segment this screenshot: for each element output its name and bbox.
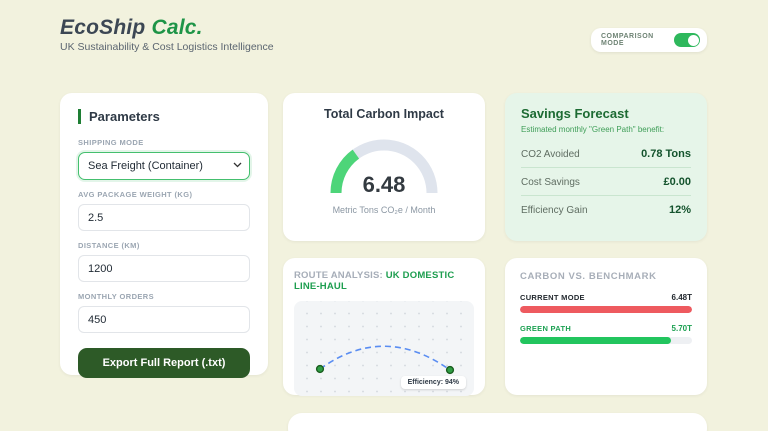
savings-forecast-card: Savings Forecast Estimated monthly "Gree… [505,93,707,241]
benchmark-title: CARBON VS. BENCHMARK [520,271,657,282]
green-path-bar [520,337,672,344]
app-title-accent: Calc. [145,16,203,39]
current-mode-label: CURRENT MODE [520,293,585,302]
monthly-orders-input[interactable] [78,306,250,333]
app-title: EcoShip Calc. [60,16,203,40]
efficiency-badge: Efficiency: 94% [400,376,466,389]
route-analysis-title: ROUTE ANALYSIS: UK DOMESTIC LINE-HAUL [294,270,474,292]
distance-input[interactable] [78,255,250,282]
shipping-mode-select-wrap: Sea Freight (Container) [78,152,250,180]
savings-row-cost: Cost Savings £0.00 [521,168,691,196]
parameters-heading: Parameters [78,109,250,124]
benchmark-row-current: CURRENT MODE 6.48T [520,293,692,313]
current-mode-bar [520,306,692,313]
benchmark-card: CARBON VS. BENCHMARK CURRENT MODE 6.48T … [505,258,707,395]
distance-label: DISTANCE (KM) [78,241,140,250]
app-title-primary: EcoShip [60,16,146,39]
carbon-gauge: 6.48 [326,135,442,197]
co2-avoided-value: 0.78 Tons [641,148,691,160]
package-weight-input[interactable] [78,204,250,231]
app-subtitle: UK Sustainability & Cost Logistics Intel… [60,41,274,53]
green-path-value: 5.70T [671,324,692,333]
green-path-bar-track [520,337,692,344]
carbon-impact-title: Total Carbon Impact [324,107,444,121]
route-title-value: UK DOMESTIC LINE-HAUL [294,270,455,292]
efficiency-gain-value: 12% [668,204,691,216]
savings-title: Savings Forecast [521,106,629,121]
carbon-value: 6.48 [362,172,406,197]
comparison-mode-toggle[interactable]: COMPARISON MODE [591,28,707,52]
carbon-unit: Metric Tons CO₂e / Month [332,205,436,215]
savings-row-efficiency: Efficiency Gain 12% [521,196,691,223]
savings-row-co2: CO2 Avoided 0.78 Tons [521,140,691,168]
toggle-knob [687,34,699,46]
green-path-label: GREEN PATH [520,324,572,333]
savings-subtitle: Estimated monthly "Green Path" benefit: [521,125,665,134]
cost-savings-label: Cost Savings [521,176,580,188]
bottom-card [288,413,707,431]
carbon-impact-card: Total Carbon Impact 6.48 Metric Tons CO₂… [283,93,485,241]
route-title-prefix: ROUTE ANALYSIS: [294,270,386,281]
route-curve-icon [315,345,455,375]
comparison-mode-label: COMPARISON MODE [601,33,654,47]
package-weight-label: AVG PACKAGE WEIGHT (KG) [78,190,193,199]
toggle-switch-icon[interactable] [674,33,700,47]
route-analysis-card: ROUTE ANALYSIS: UK DOMESTIC LINE-HAUL Ef… [283,258,485,396]
export-report-button[interactable]: Export Full Report (.txt) [78,348,250,378]
current-mode-value: 6.48T [671,293,692,302]
efficiency-gain-label: Efficiency Gain [521,204,588,216]
benchmark-row-green: GREEN PATH 5.70T [520,324,692,344]
cost-savings-value: £0.00 [663,176,691,188]
co2-avoided-label: CO2 Avoided [521,148,580,160]
current-mode-bar-track [520,306,692,313]
gauge-arc-icon [330,139,438,194]
monthly-orders-label: MONTHLY ORDERS [78,292,155,301]
shipping-mode-select[interactable]: Sea Freight (Container) [78,152,250,180]
route-chart: Efficiency: 94% [294,301,474,396]
shipping-mode-label: SHIPPING MODE [78,138,144,147]
parameters-panel: Parameters SHIPPING MODE Sea Freight (Co… [60,93,268,378]
